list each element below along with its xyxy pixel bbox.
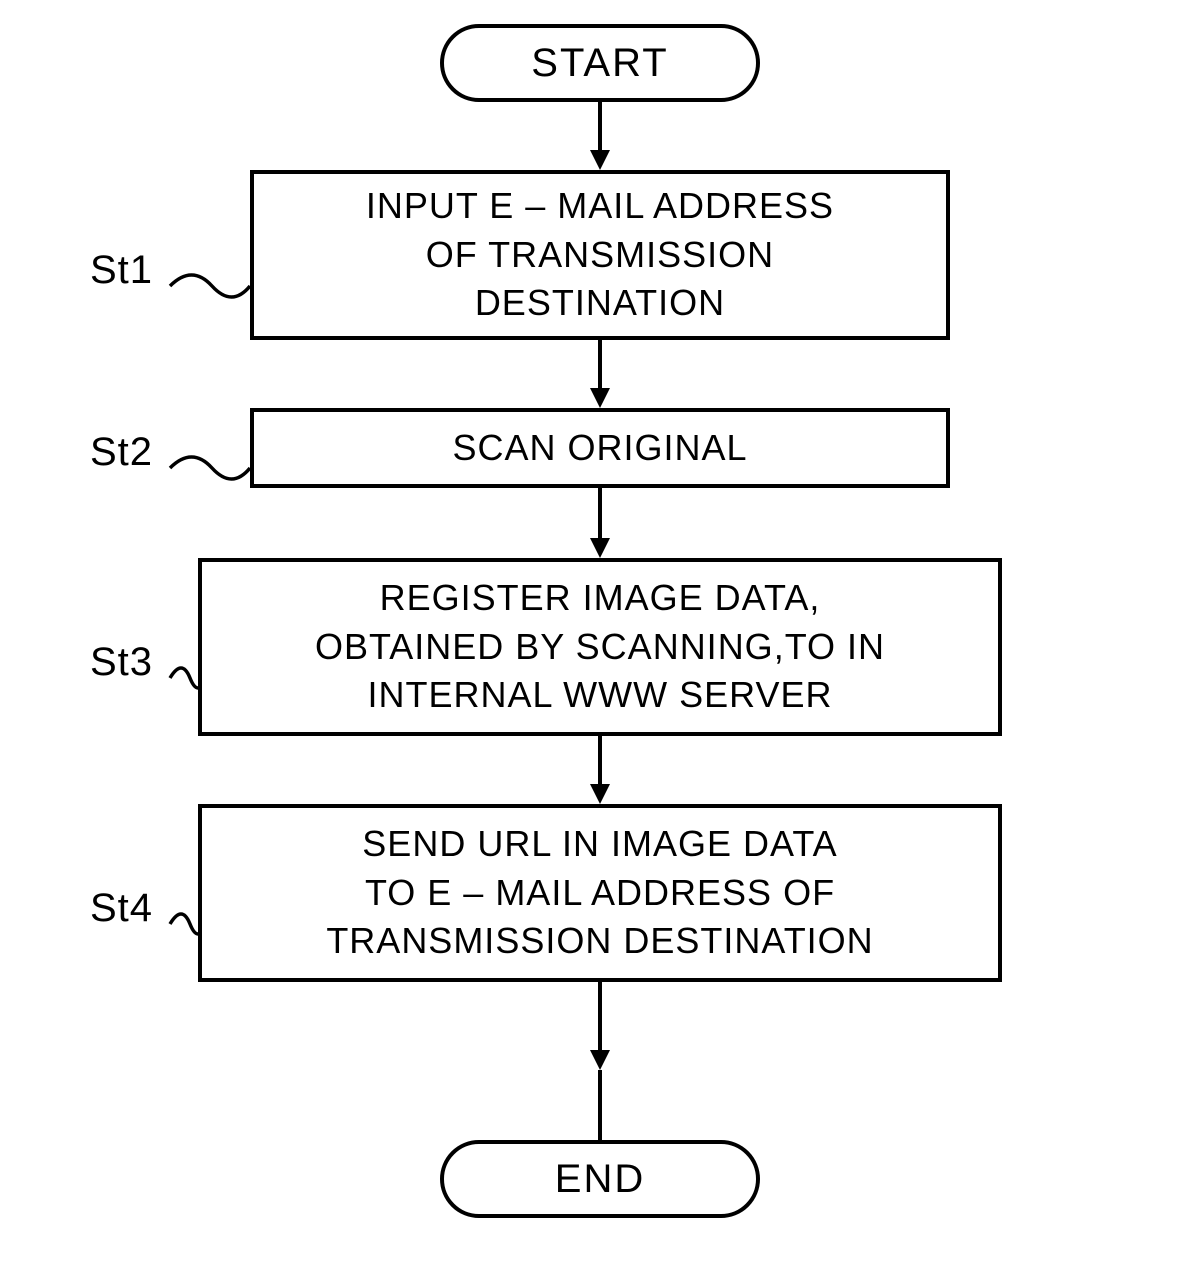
line-junction-end <box>590 1070 610 1140</box>
arrow-st2-st3 <box>590 488 610 558</box>
arrow-st4-junction <box>590 980 610 1070</box>
label-st2: St2 <box>90 430 153 475</box>
st3-text: REGISTER IMAGE DATA, OBTAINED BY SCANNIN… <box>315 574 885 720</box>
terminal-start: START <box>440 24 760 102</box>
terminal-end: END <box>440 1140 760 1218</box>
label-st4: St4 <box>90 886 153 931</box>
st1-text: INPUT E – MAIL ADDRESS OF TRANSMISSION D… <box>366 182 834 328</box>
process-st3: REGISTER IMAGE DATA, OBTAINED BY SCANNIN… <box>198 558 1002 736</box>
st4-text: SEND URL IN IMAGE DATA TO E – MAIL ADDRE… <box>326 820 873 966</box>
flowchart-container: START St1 INPUT E – MAIL ADDRESS OF TRAN… <box>0 0 1200 1270</box>
arrow-st3-st4 <box>590 736 610 804</box>
st2-text: SCAN ORIGINAL <box>452 424 747 473</box>
process-st1: INPUT E – MAIL ADDRESS OF TRANSMISSION D… <box>250 170 950 340</box>
curl-st1 <box>170 270 250 320</box>
label-st1: St1 <box>90 248 153 293</box>
process-st2: SCAN ORIGINAL <box>250 408 950 488</box>
arrow-start-st1 <box>590 102 610 170</box>
terminal-end-text: END <box>555 1157 645 1202</box>
label-st3: St3 <box>90 640 153 685</box>
terminal-start-text: START <box>531 41 668 86</box>
curl-st2 <box>170 452 250 502</box>
arrow-st1-st2 <box>590 340 610 408</box>
process-st4: SEND URL IN IMAGE DATA TO E – MAIL ADDRE… <box>198 804 1002 982</box>
